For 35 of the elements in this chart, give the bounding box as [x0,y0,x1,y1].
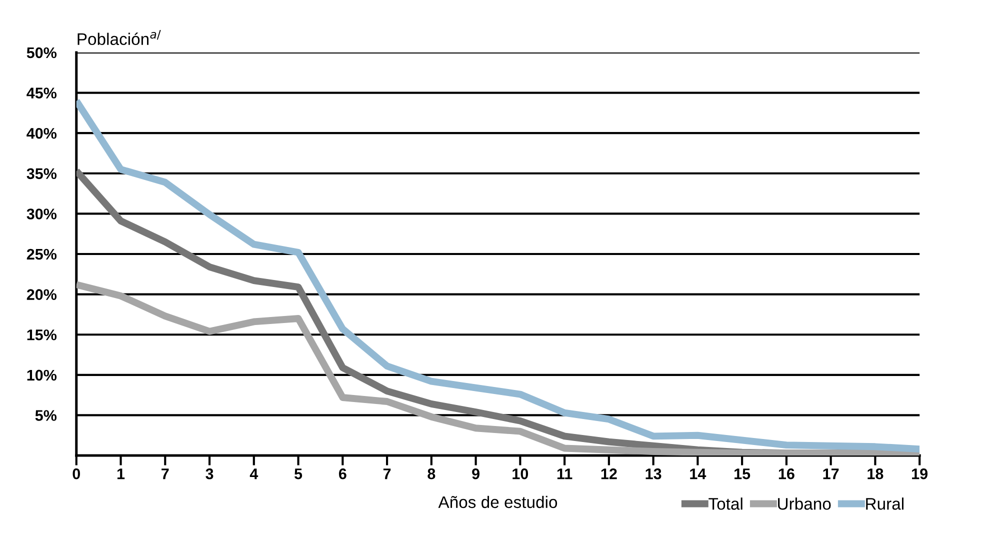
y-tick-label: 45% [26,88,57,98]
x-tick-label: 8 [428,468,436,480]
x-tick-label: 12 [601,468,617,480]
x-tick-label: 14 [690,468,706,480]
x-tick-label: 9 [472,468,480,480]
y-tick-label: 40% [26,128,57,139]
x-tick-label: 7 [162,468,169,480]
x-tick-label: 3 [206,468,214,480]
legend-label: Urbano [778,498,831,510]
x-tick-label: 17 [823,468,839,480]
y-tick-label: 35% [26,168,57,180]
x-tick-label: 7 [383,468,391,480]
x-tick-label: 15 [734,468,750,480]
legend-label: Rural [866,498,904,510]
x-tick-label: 5 [294,468,302,480]
y-tick-label: 10% [27,370,57,381]
x-tick-label: 11 [557,468,572,480]
y-tick-label: 5% [35,410,57,421]
x-tick-label: 4 [250,468,258,480]
x-tick-label: 19 [912,468,928,480]
y-tick-label: 15% [27,330,57,340]
x-tick-label: 6 [338,468,346,480]
x-tick-label: 0 [72,468,80,480]
y-tick-label: 25% [26,248,57,260]
x-tick-label: 1 [117,468,125,480]
x-tick-label: 13 [646,468,662,480]
legend-label: Total [708,498,742,510]
y-axis-title: Población$^{a/}$ [78,30,161,46]
x-tick-label: 18 [868,468,884,480]
y-tick-label: 50% [26,47,57,58]
y-tick-label: 20% [26,289,57,300]
x-tick-label: 16 [778,468,794,480]
y-tick-label: 30% [26,208,57,220]
x-tick-label: 10 [512,468,528,480]
x-axis-title: Años de estudio [438,496,558,508]
